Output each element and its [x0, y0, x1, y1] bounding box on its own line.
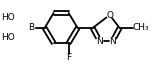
Text: CH₃: CH₃: [133, 23, 149, 32]
Text: N: N: [96, 36, 103, 45]
Text: N: N: [109, 36, 116, 45]
Text: O: O: [106, 10, 113, 19]
Text: B: B: [29, 23, 35, 32]
Text: HO: HO: [1, 32, 15, 42]
Text: F: F: [66, 54, 71, 63]
Text: HO: HO: [1, 14, 15, 23]
